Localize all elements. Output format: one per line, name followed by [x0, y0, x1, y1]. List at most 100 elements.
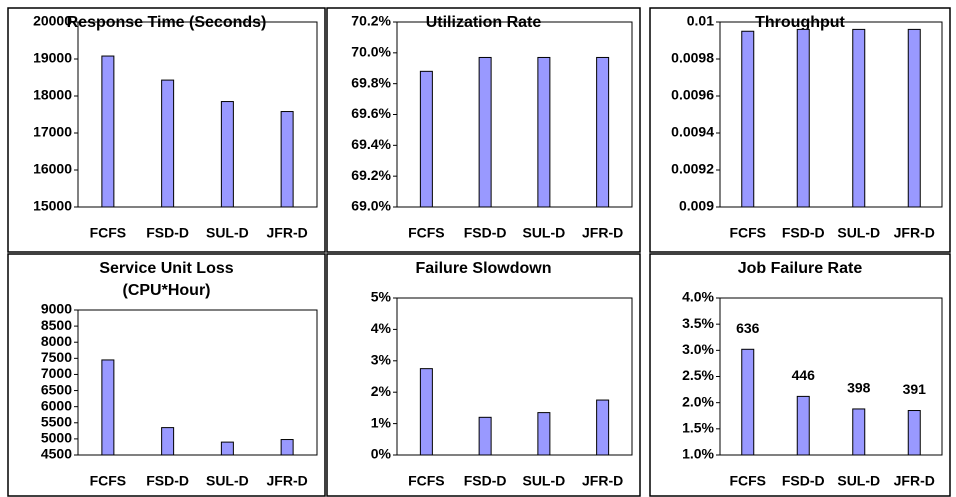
bar [220, 101, 234, 208]
y-tick-label: 5% [371, 289, 392, 305]
x-tick-label: FSD-D [782, 473, 825, 489]
x-tick-label: SUL-D [522, 473, 565, 489]
bar [852, 408, 866, 456]
bar [852, 28, 866, 208]
bar [478, 56, 492, 208]
y-tick-label: 4500 [41, 446, 72, 462]
y-tick-label: 69.2% [351, 167, 391, 183]
y-tick-label: 4% [371, 320, 392, 336]
y-tick-label: 0.009 [679, 198, 714, 214]
x-tick-label: JFR-D [582, 225, 623, 241]
y-tick-label: 16000 [33, 161, 72, 177]
x-tick-label: SUL-D [837, 473, 880, 489]
chart-title: Response Time (Seconds) [67, 14, 267, 31]
y-tick-label: 6000 [41, 397, 72, 413]
x-tick-label: FSD-D [146, 473, 189, 489]
y-tick-label: 0% [371, 446, 392, 462]
chart-title: Job Failure Rate [738, 260, 863, 277]
y-tick-label: 15000 [33, 198, 72, 214]
chart-title: Service Unit Loss [99, 260, 233, 277]
y-tick-label: 2.0% [682, 393, 714, 409]
chart-title: Utilization Rate [426, 14, 542, 31]
bar [419, 70, 433, 208]
y-tick-label: 3.5% [682, 315, 714, 331]
plot-area [77, 21, 318, 208]
bar [796, 28, 810, 208]
y-tick-label: 1% [371, 414, 392, 430]
x-tick-label: JFR-D [894, 473, 935, 489]
bar [537, 56, 551, 208]
y-tick-label: 69.4% [351, 136, 391, 152]
bar [741, 30, 755, 208]
y-tick-label: 3.0% [682, 341, 714, 357]
bar [596, 56, 610, 208]
panel [7, 253, 326, 497]
x-tick-label: FCFS [729, 225, 766, 241]
data-label: 446 [792, 367, 816, 383]
y-tick-label: 69.6% [351, 105, 391, 121]
chart-title: Failure Slowdown [415, 260, 551, 277]
bar [419, 368, 433, 456]
x-tick-label: SUL-D [206, 473, 249, 489]
panel [326, 7, 641, 253]
y-tick-label: 5500 [41, 413, 72, 429]
bar [101, 55, 115, 208]
y-tick-label: 19000 [33, 50, 72, 66]
y-tick-label: 6500 [41, 381, 72, 397]
x-tick-label: FSD-D [782, 225, 825, 241]
plot-area [77, 309, 318, 456]
plot-area [719, 21, 943, 208]
y-tick-label: 0.0092 [671, 161, 714, 177]
plot-area [396, 297, 633, 456]
data-label: 636 [736, 320, 760, 336]
x-tick-label: FSD-D [146, 225, 189, 241]
bar [101, 359, 115, 456]
y-tick-label: 0.0094 [671, 124, 714, 140]
bar [280, 111, 294, 208]
panel [649, 7, 951, 253]
x-tick-label: FCFS [408, 225, 445, 241]
chart-title: Throughput [755, 14, 845, 31]
panel [326, 253, 641, 497]
y-tick-label: 70.0% [351, 44, 391, 60]
data-label: 391 [903, 381, 927, 397]
x-tick-label: SUL-D [522, 225, 565, 241]
x-tick-label: FSD-D [464, 473, 507, 489]
x-tick-label: FCFS [729, 473, 766, 489]
x-tick-label: JFR-D [267, 225, 308, 241]
y-tick-label: 8000 [41, 333, 72, 349]
x-tick-label: JFR-D [894, 225, 935, 241]
bar [796, 395, 810, 456]
y-tick-label: 2.5% [682, 367, 714, 383]
y-tick-label: 69.8% [351, 74, 391, 90]
y-tick-label: 70.2% [351, 13, 391, 29]
bar [907, 28, 921, 208]
x-tick-label: JFR-D [267, 473, 308, 489]
panel [649, 253, 951, 497]
y-tick-label: 4.0% [682, 289, 714, 305]
y-tick-label: 1.5% [682, 420, 714, 436]
y-tick-label: 5000 [41, 430, 72, 446]
x-tick-label: FCFS [408, 473, 445, 489]
y-tick-label: 17000 [33, 124, 72, 140]
x-tick-label: SUL-D [837, 225, 880, 241]
y-tick-label: 7500 [41, 349, 72, 365]
bar [220, 441, 234, 456]
bar [161, 427, 175, 456]
x-tick-label: FCFS [90, 225, 127, 241]
x-tick-label: FCFS [90, 473, 127, 489]
x-tick-label: JFR-D [582, 473, 623, 489]
y-tick-label: 7000 [41, 365, 72, 381]
y-tick-label: 69.0% [351, 198, 391, 214]
y-tick-label: 2% [371, 383, 392, 399]
y-tick-label: 9000 [41, 301, 72, 317]
y-tick-label: 20000 [33, 13, 72, 29]
bar [280, 439, 294, 456]
y-tick-label: 3% [371, 352, 392, 368]
y-tick-label: 1.0% [682, 446, 714, 462]
chart-subtitle: (CPU*Hour) [123, 282, 211, 299]
y-tick-label: 0.0098 [671, 50, 714, 66]
y-tick-label: 18000 [33, 87, 72, 103]
bar [907, 410, 921, 456]
